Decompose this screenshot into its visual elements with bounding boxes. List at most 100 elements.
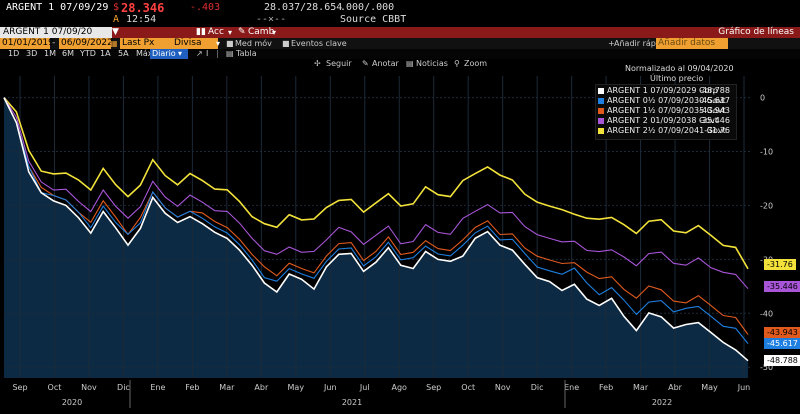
ruler-icon[interactable]: Ⅰ <box>206 49 209 58</box>
legend-entry[interactable]: ARGENT 2½ 07/09/2041 Govt -31.76 <box>598 126 732 135</box>
x-tick-label: Dic <box>117 383 130 392</box>
last-value-tag-orange: -43.943 <box>764 327 800 338</box>
marker: A <box>113 14 120 25</box>
annotate-icon[interactable]: ✎ <box>362 59 369 68</box>
legend-entry[interactable]: ARGENT 1 07/09/2029 Corp -48.788 <box>598 86 732 95</box>
period-button-ytd[interactable]: YTD <box>80 49 96 58</box>
x-tick-label: Ago <box>392 383 408 392</box>
add-icon[interactable]: + <box>608 39 615 48</box>
series-line-yellow <box>3 97 749 270</box>
bar-chart-icon: ▮▮ <box>196 27 206 37</box>
x-tick-label: Jul <box>359 383 370 392</box>
update-time: 12:54 <box>126 14 157 25</box>
calendar-icon[interactable]: ▦ <box>110 39 118 48</box>
last-value-tag-yellow: -31.76 <box>764 259 796 270</box>
legend-value: -48.788 <box>699 86 730 95</box>
acc-chevron-icon[interactable]: ▾ <box>228 28 233 37</box>
frequency-select[interactable]: Diario <box>152 49 176 58</box>
last-price: 28.346 <box>121 1 165 15</box>
legend-value: -45.617 <box>699 96 730 105</box>
x-tick-label: Feb <box>185 383 199 392</box>
bid-ask: 28.037/28.654 <box>264 2 343 13</box>
annotate-button[interactable]: Anotar <box>372 59 399 68</box>
x-tick-label: Jun <box>323 383 337 392</box>
year-label: 2022 <box>652 398 672 407</box>
period-button-1m[interactable]: 1M <box>44 49 56 58</box>
legend-name: ARGENT 2 01/09/2038 Govt <box>607 116 718 125</box>
frequency-chevron-icon[interactable]: ▾ <box>178 49 183 58</box>
legend-subtitle: Último precio <box>650 74 704 83</box>
legend-swatch <box>598 87 604 94</box>
x-tick-label: Abr <box>254 383 269 392</box>
legend-name: ARGENT 0½ 07/09/2030 Govt <box>607 96 726 105</box>
x-tick-label: May <box>288 383 305 392</box>
legend-name: ARGENT 2½ 07/09/2041 Govt <box>607 126 726 135</box>
ticker-label: ARGENT 1 07/09/29 <box>6 2 109 13</box>
field-select[interactable]: Last Px <box>120 38 172 49</box>
period-button-1a[interactable]: 1A <box>100 49 111 58</box>
year-label: 2021 <box>342 398 362 407</box>
page-title: Gráfico de líneas <box>718 27 794 37</box>
period-button-6m[interactable]: 6M <box>62 49 74 58</box>
x-tick-label: Mar <box>633 383 649 392</box>
legend-entry[interactable]: ARGENT 2 01/09/2038 Govt -35.446 <box>598 116 732 125</box>
period-button-máx[interactable]: Máx <box>136 49 153 58</box>
currency-select[interactable]: Divisa local <box>172 38 218 59</box>
dashes: --×-- <box>256 14 287 25</box>
acc-menu[interactable]: Acc <box>208 27 224 37</box>
series-line-white <box>3 97 749 362</box>
series-line-blue <box>3 97 749 344</box>
dropdown-arrow-icon[interactable]: ▼ <box>112 27 119 37</box>
ticker-input[interactable]: ARGENT 1 07/09/20 <box>3 27 93 37</box>
legend-name: ARGENT 1 07/09/2029 Corp <box>607 86 718 95</box>
zoom-icon[interactable]: ⚲ <box>454 59 460 68</box>
add-quick-label[interactable]: Añadir rápi <box>614 39 659 48</box>
crosshair-icon[interactable]: ✢ <box>314 59 321 68</box>
end-date-input[interactable]: 06/09/2022 <box>59 38 113 49</box>
chart-legend: Normalizado al 09/04/2020 Último precio … <box>595 62 737 140</box>
divider: | <box>216 49 219 58</box>
pencil-icon: ✎ <box>238 27 246 37</box>
legend-value: -31.76 <box>704 126 730 135</box>
x-tick-label: Sep <box>426 383 441 392</box>
command-bar: ARGENT 1 07/09/20 ▼ ▮▮ Acc ▾ ✎ Camb ▾ Gr… <box>0 27 800 38</box>
x-tick-label: Mar <box>219 383 235 392</box>
camb-menu[interactable]: Camb <box>248 27 275 37</box>
price-prefix: $ <box>113 2 120 13</box>
x-tick-label: Nov <box>81 383 97 392</box>
follow-button[interactable]: Seguir <box>326 59 352 68</box>
line-icon[interactable]: ↗ <box>196 49 203 58</box>
controls-bar: 01/01/2019 - 06/09/2022 ▦ Last Px Divisa… <box>0 38 800 59</box>
table-icon[interactable]: ▤ <box>226 49 234 58</box>
add-data-input[interactable]: Añadir datos <box>656 38 728 49</box>
y-tick-label: 0 <box>760 94 765 103</box>
legend-entry[interactable]: ARGENT 1½ 07/09/2035 Govt -43.943 <box>598 106 732 115</box>
x-tick-label: Oct <box>48 383 62 392</box>
legend-title: Normalizado al 09/04/2020 <box>625 64 734 73</box>
line-chart[interactable]: Sep Oct Nov Dic Ene Feb Mar Abr May Jun Jul Ago Sep O… <box>0 60 800 414</box>
header-bar: ARGENT 1 07/09/29 $ 28.346 -.403 28.037/… <box>0 0 800 26</box>
period-button-5a[interactable]: 5A <box>118 49 129 58</box>
legend-value: -43.943 <box>699 106 730 115</box>
x-tick-label: Dic <box>531 383 544 392</box>
x-tick-label: Sep <box>12 383 27 392</box>
legend-name: ARGENT 1½ 07/09/2035 Govt <box>607 106 726 115</box>
x-tick-label: Abr <box>668 383 683 392</box>
camb-chevron-icon[interactable]: ▾ <box>272 28 277 37</box>
x-tick-label: Ene <box>150 383 165 392</box>
legend-entry[interactable]: ARGENT 0½ 07/09/2030 Govt -45.617 <box>598 96 732 105</box>
news-button[interactable]: Noticias <box>416 59 448 68</box>
events-label[interactable]: Eventos clave <box>291 39 347 48</box>
table-button[interactable]: Tabla <box>236 49 257 58</box>
med-mov-label[interactable]: Med móv <box>235 39 272 48</box>
series-line-purple <box>3 97 749 290</box>
y-tick-label: -10 <box>760 148 773 157</box>
period-button-1d[interactable]: 1D <box>8 49 20 58</box>
med-mov-checkbox[interactable]: ■ <box>226 39 234 48</box>
events-checkbox[interactable]: ■ <box>282 39 290 48</box>
currency-chevron-icon[interactable]: ▾ <box>216 39 221 48</box>
start-date-input[interactable]: 01/01/2019 <box>0 38 54 49</box>
news-icon[interactable]: ▤ <box>406 59 414 68</box>
period-button-3d[interactable]: 3D <box>26 49 38 58</box>
zoom-button[interactable]: Zoom <box>464 59 488 68</box>
